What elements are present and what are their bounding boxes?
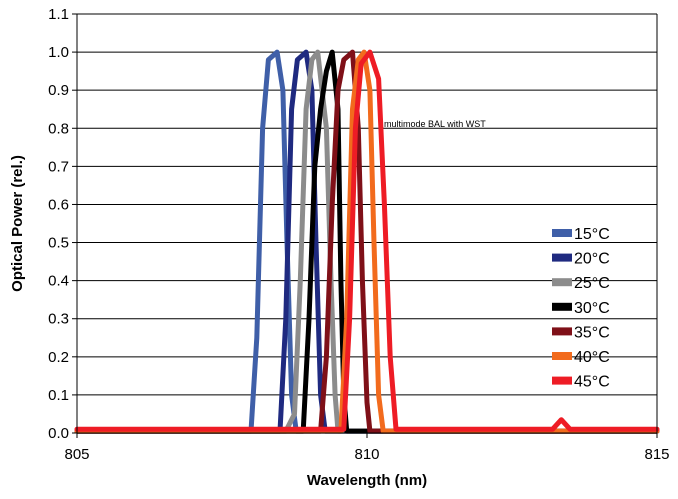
y-tick-label: 0.1 [48,387,69,404]
legend-swatch [552,253,572,262]
legend-label: 15°C [574,226,610,243]
y-tick-label: 0.6 [48,196,69,213]
y-tick-label: 0.2 [48,349,69,366]
series-lines [74,49,660,434]
legend-swatch [552,229,572,237]
y-tick-label: 0.3 [48,311,69,328]
x-tick-label: 810 [354,446,379,463]
legend-label: 20°C [574,251,610,268]
legend-label: 25°C [574,275,610,292]
legend-label: 40°C [574,349,610,366]
legend-swatch [552,278,572,287]
y-tick-label: 0.8 [48,120,69,137]
legend-swatch [552,327,572,336]
axes: 0.0 0.1 0.2 0.3 0.4 0.5 0.6 0.7 0.8 0.9 1.0 1.1 805 8… [48,6,669,463]
x-tick-label: 815 [644,446,669,463]
y-tick-label: 1.0 [48,44,69,61]
y-tick-label: 0.9 [48,82,69,99]
series-line-35C [74,49,660,434]
y-tick-label: 0.4 [48,273,69,290]
legend-label: 35°C [574,324,610,341]
y-tick-label: 0.7 [48,158,69,175]
y-tick-label: 0.0 [48,425,69,442]
series-line-40C [74,49,660,434]
legend-swatch [552,302,572,311]
legend-swatch [552,352,572,360]
y-tick-label: 1.1 [48,6,69,23]
legend-label: 30°C [574,300,610,317]
y-tick-label: 0.5 [48,235,69,252]
y-axis-title: Optical Power (rel.) [9,155,26,292]
legend: 15°C 20°C 25°C 30°C 35°C 40°C 45°C [552,226,610,391]
legend-label: 45°C [574,374,610,391]
x-axis-title: Wavelength (nm) [307,472,427,489]
chart-annotation: multimode BAL with WST [384,119,486,129]
x-tick-label: 805 [64,446,89,463]
series-line-25C [74,49,660,434]
series-line-45C [74,49,660,432]
legend-swatch [552,376,572,385]
